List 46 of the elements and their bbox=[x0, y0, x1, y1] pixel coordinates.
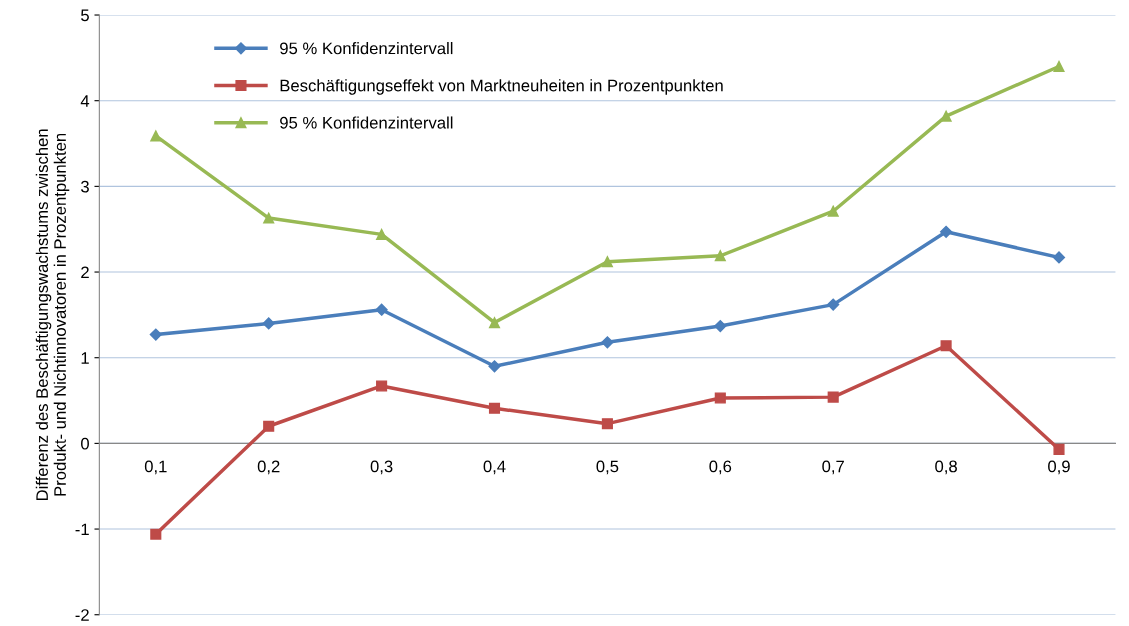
y-tick-label: -2 bbox=[75, 609, 89, 621]
x-tick-label: 0,5 bbox=[596, 460, 619, 475]
y-tick-label: 1 bbox=[81, 352, 89, 364]
y-tick-label: -1 bbox=[75, 523, 89, 536]
point bbox=[827, 391, 839, 403]
point bbox=[488, 360, 501, 373]
x-tick-label: 0,9 bbox=[1048, 460, 1070, 475]
point bbox=[601, 336, 614, 349]
point bbox=[827, 298, 840, 311]
point bbox=[1053, 443, 1065, 455]
point bbox=[488, 402, 501, 414]
point bbox=[1052, 251, 1066, 264]
y-tick-label: 2 bbox=[81, 266, 89, 279]
x-tick-label: 0,6 bbox=[709, 460, 732, 475]
point bbox=[149, 328, 162, 341]
point bbox=[601, 256, 613, 268]
x-tick-label: 0,8 bbox=[935, 460, 957, 475]
y-tick-label: 5 bbox=[81, 9, 89, 22]
point bbox=[262, 317, 275, 330]
point bbox=[150, 528, 162, 540]
point bbox=[376, 380, 388, 392]
point bbox=[940, 340, 952, 352]
point bbox=[601, 418, 613, 430]
point bbox=[827, 205, 839, 217]
y-axis-title: Differenz des Beschäftigungswachstums zwischen Produkt- und Nichtinnovatoren in Prozentpunkten bbox=[35, 129, 70, 501]
y-tick-label: 3 bbox=[81, 180, 89, 193]
point bbox=[150, 130, 162, 142]
point bbox=[375, 303, 388, 316]
x-tick-label: 0,1 bbox=[144, 460, 167, 475]
legend-label: Beschäftigungseffekt von Marktneuheiten in Prozentpunkten bbox=[280, 79, 723, 95]
x-tick-label: 0,2 bbox=[257, 460, 280, 475]
point bbox=[1053, 60, 1065, 72]
point bbox=[714, 250, 726, 262]
point bbox=[263, 212, 275, 224]
point bbox=[488, 317, 501, 329]
x-tick-label: 0,3 bbox=[370, 460, 393, 475]
y-tick-label: 0 bbox=[81, 437, 89, 450]
point bbox=[714, 319, 727, 333]
x-tick-label: 0,4 bbox=[483, 460, 506, 475]
legend-label: 95 % Konfidenzintervall bbox=[280, 42, 453, 55]
legend-label: 95 % Konfidenzintervall bbox=[280, 116, 453, 129]
point bbox=[263, 420, 275, 432]
y-tick-label: 4 bbox=[80, 95, 90, 107]
point bbox=[714, 392, 726, 404]
point bbox=[940, 225, 953, 238]
x-tick-label: 0,7 bbox=[822, 460, 844, 475]
